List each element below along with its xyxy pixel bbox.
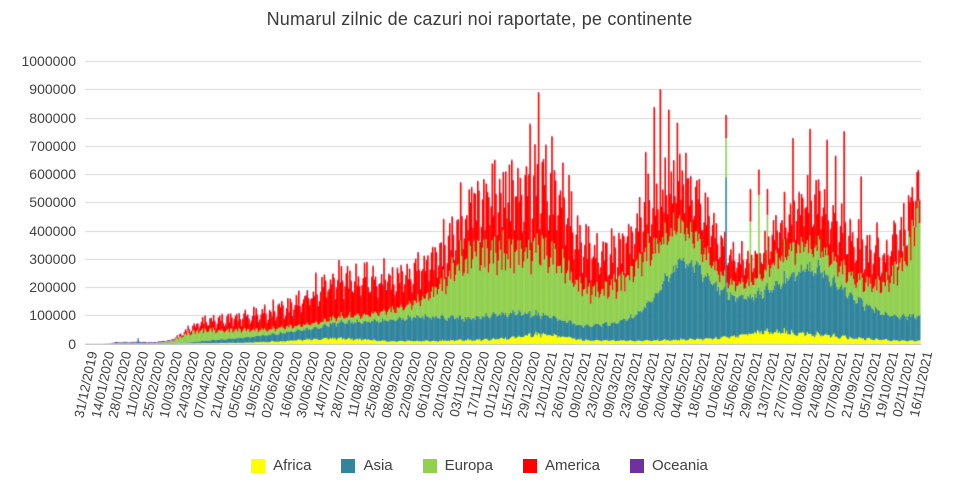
plot-area — [85, 60, 921, 345]
legend-label: Europa — [444, 457, 493, 474]
y-tick-label: 800000 — [29, 109, 76, 126]
y-tick-label: 300000 — [29, 250, 76, 267]
y-tick-label: 1000000 — [21, 53, 76, 69]
chart-title: Numarul zilnic de cazuri noi raportate, … — [266, 9, 693, 29]
legend: Africa Asia Europa America Oceania — [0, 457, 959, 474]
oceania-swatch-icon — [630, 458, 645, 473]
legend-item-america: America — [523, 457, 600, 474]
legend-item-europa: Europa — [422, 457, 493, 474]
y-tick-label: 400000 — [29, 222, 76, 239]
legend-item-africa: Africa — [251, 457, 311, 474]
legend-label: Asia — [363, 457, 393, 474]
america-swatch-icon — [523, 458, 537, 473]
y-tick-label: 500000 — [29, 194, 76, 211]
legend-label: America — [545, 457, 601, 474]
legend-item-asia: Asia — [341, 457, 393, 474]
y-tick-label: 900000 — [29, 81, 76, 98]
y-tick-label: 700000 — [29, 137, 76, 154]
africa-swatch-icon — [251, 458, 266, 473]
legend-label: Oceania — [652, 457, 708, 474]
y-tick-label: 100000 — [29, 307, 76, 324]
y-tick-label: 0 — [68, 335, 76, 352]
europa-swatch-icon — [422, 458, 437, 473]
legend-label: Africa — [273, 457, 312, 474]
legend-item-oceania: Oceania — [630, 457, 708, 474]
y-tick-label: 600000 — [29, 166, 76, 182]
y-tick-label: 200000 — [29, 279, 76, 295]
asia-swatch-icon — [341, 458, 356, 473]
